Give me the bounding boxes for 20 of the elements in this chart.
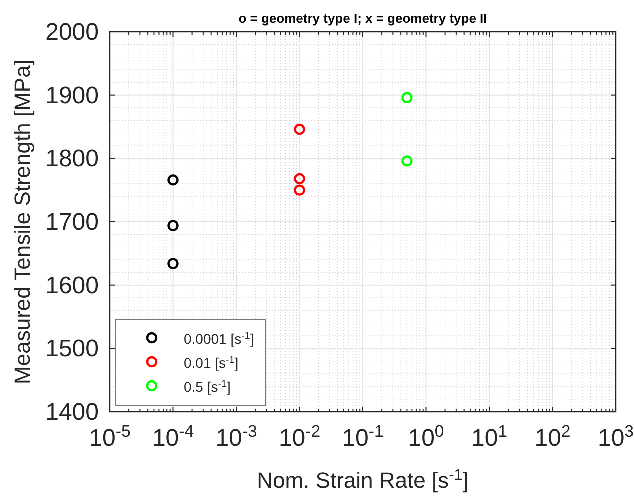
x-tick-label: 10$^{3}$ — [598, 422, 634, 452]
x-axis-title: Nom. Strain Rate [s$^{-1}$] — [257, 466, 469, 493]
x-tick-label: 10$^{-1}$ — [342, 422, 384, 452]
legend-label: 0.5 [s$^{-1}$] — [184, 378, 231, 395]
legend-label: 0.0001 [s$^{-1}$] — [184, 330, 254, 347]
x-tick-label: 10$^{-4}$ — [152, 422, 194, 452]
y-axis-title: Measured Tensile Strength [MPa] — [10, 60, 35, 384]
y-tick-label: 1600 — [46, 272, 99, 300]
x-tick-label: 10$^{2}$ — [534, 422, 571, 452]
y-tick-label: 1900 — [46, 82, 99, 110]
y-tick-label: 2000 — [46, 19, 99, 46]
x-tick-label: 10$^{-2}$ — [278, 422, 321, 452]
y-tick-label: 1500 — [46, 336, 99, 363]
x-tick-label: 10$^{0}$ — [408, 422, 444, 452]
x-tick-label: 10$^{-3}$ — [216, 422, 258, 452]
legend-label: 0.01 [s$^{-1}$] — [184, 354, 239, 371]
y-tick-label: 1700 — [46, 209, 99, 236]
y-tick-label: 1800 — [46, 146, 99, 173]
x-tick-label: 10$^{1}$ — [471, 422, 508, 452]
chart-title: o = geometry type I; x = geometry type II — [238, 11, 488, 26]
